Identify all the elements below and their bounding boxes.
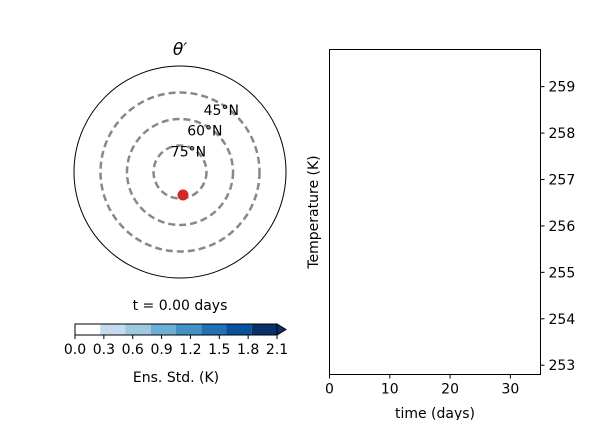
- y-tick-label: 259: [549, 80, 576, 96]
- timeseries-panel: 0 10 20 30 253 254 255 256 257 258 259 time (days…: [306, 49, 576, 422]
- colorbar-cells: [74, 323, 287, 336]
- time-label: t = 0.00 days: [133, 298, 228, 314]
- colorbar-tick-label: 1.5: [208, 342, 230, 358]
- polar-map-panel: θ′ 45°N 60°N 75°N t = 0.00 days: [73, 40, 287, 314]
- colorbar-ticks: 0.0 0.3 0.6 0.9 1.2 1.5 1.8 2.1: [64, 335, 288, 358]
- latitude-circle-60: [125, 117, 235, 227]
- y-axis-ticks: 253 254 255 256 257 258 259: [540, 80, 576, 374]
- colorbar-cell: [75, 324, 101, 335]
- y-tick-label: 255: [549, 265, 576, 281]
- colorbar-cell: [150, 324, 176, 335]
- y-tick-label: 258: [549, 126, 576, 142]
- latitude-circles: [99, 91, 261, 253]
- latitude-label-45: 45°N: [204, 103, 239, 119]
- colorbar-tick-label: 1.8: [237, 342, 259, 358]
- colorbar-tick-label: 0.3: [93, 342, 115, 358]
- colorbar-cell: [226, 324, 252, 335]
- polar-title: θ′: [173, 40, 187, 60]
- y-tick-label: 253: [549, 358, 576, 374]
- colorbar-tick-label: 0.9: [150, 342, 172, 358]
- colorbar-extend-arrow: [276, 323, 287, 336]
- location-marker: [177, 189, 189, 201]
- x-tick-label: 10: [381, 382, 399, 398]
- colorbar-cell: [251, 324, 277, 335]
- plot-area: [329, 49, 541, 375]
- colorbar-outline: [74, 323, 278, 336]
- y-tick-label: 254: [549, 312, 576, 328]
- colorbar-tick-label: 1.2: [179, 342, 201, 358]
- x-tick-label: 0: [325, 382, 334, 398]
- x-axis-ticks: 0 10 20 30: [325, 374, 519, 398]
- colorbar: 0.0 0.3 0.6 0.9 1.2 1.5 1.8 2.1 Ens. Std. (K): [64, 323, 288, 386]
- polar-boundary-circle: [73, 65, 287, 279]
- latitude-label-60: 60°N: [187, 124, 222, 140]
- colorbar-tick-label: 0.0: [64, 342, 86, 358]
- y-tick-label: 257: [549, 173, 576, 189]
- colorbar-label: Ens. Std. (K): [133, 370, 219, 386]
- colorbar-tick-label: 0.6: [122, 342, 144, 358]
- colorbar-cell: [100, 324, 126, 335]
- y-axis-label: Temperature (K): [306, 155, 322, 269]
- x-axis-label: time (days): [395, 406, 475, 420]
- colorbar-tick-label: 2.1: [266, 342, 288, 358]
- latitude-labels: 45°N 60°N 75°N: [171, 103, 239, 160]
- colorbar-cell: [201, 324, 227, 335]
- latitude-circle-75: [152, 144, 208, 200]
- x-tick-label: 20: [441, 382, 459, 398]
- colorbar-cell: [176, 324, 202, 335]
- latitude-circle-45: [99, 91, 261, 253]
- x-tick-label: 30: [501, 382, 519, 398]
- latitude-label-75: 75°N: [171, 144, 206, 160]
- colorbar-cell: [125, 324, 151, 335]
- y-tick-label: 256: [549, 219, 576, 235]
